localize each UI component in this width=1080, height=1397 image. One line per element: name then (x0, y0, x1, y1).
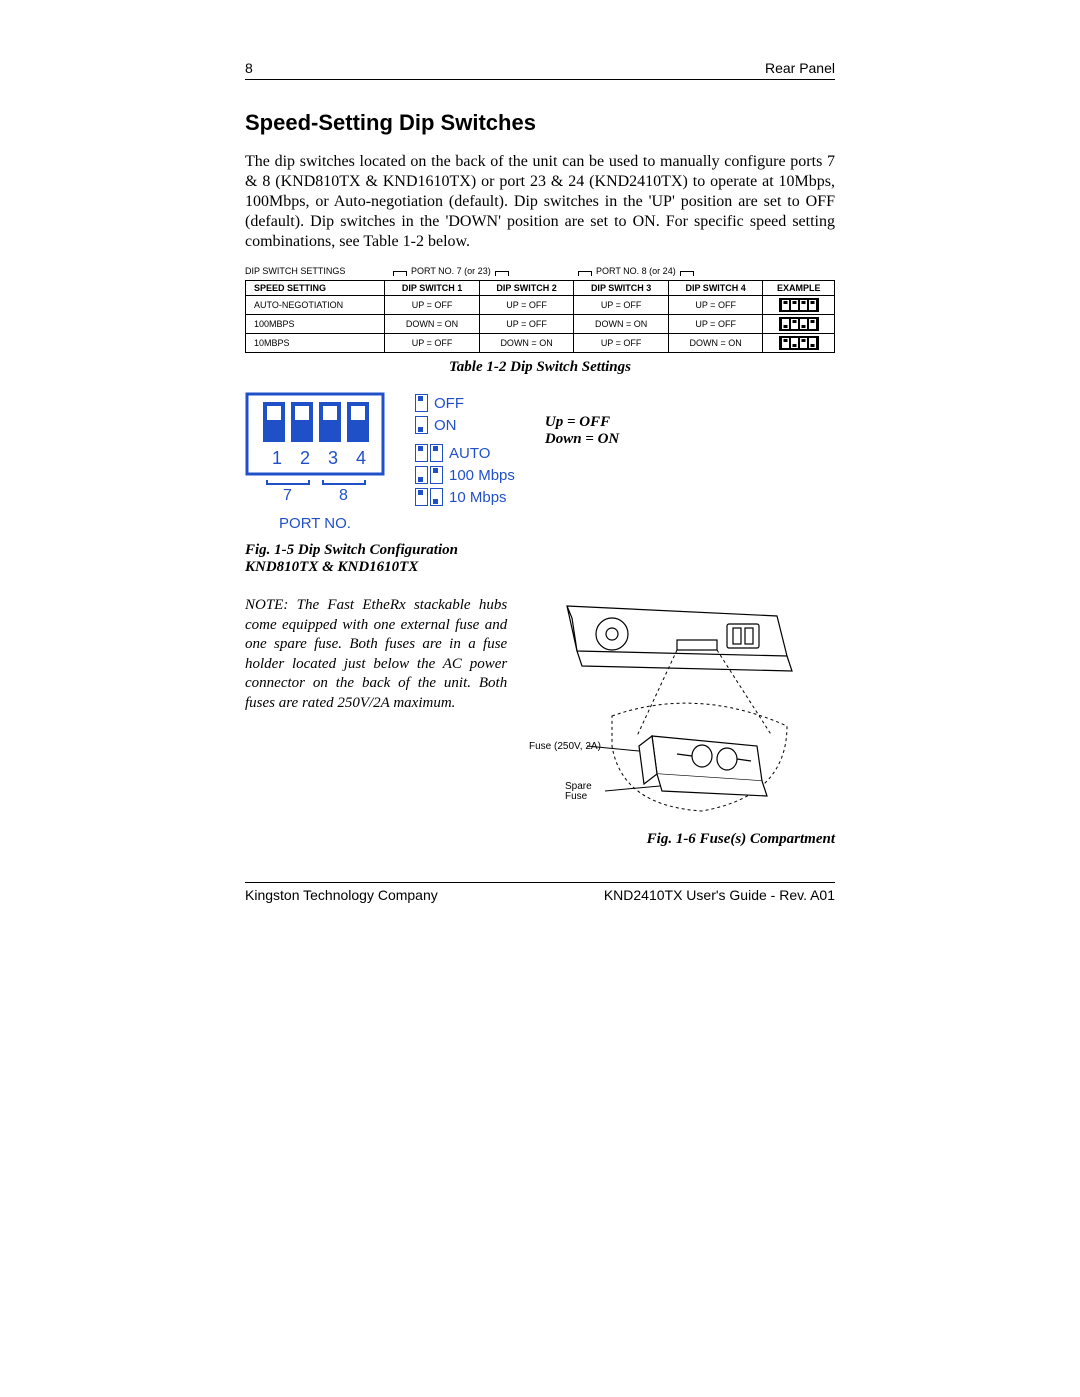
svg-text:3: 3 (328, 448, 338, 468)
header-section: Rear Panel (765, 60, 835, 76)
footer-left: Kingston Technology Company (245, 887, 438, 903)
port-no-label: PORT NO. (245, 515, 385, 532)
legend-10: 10 Mbps (449, 489, 507, 506)
table-header-row: SPEED SETTING DIP SWITCH 1 DIP SWITCH 2 … (246, 281, 835, 296)
table-caption: Table 1-2 Dip Switch Settings (245, 359, 835, 376)
note-text: NOTE: The Fast EtheRx stackable hubs com… (245, 596, 507, 864)
svg-text:7: 7 (283, 487, 292, 504)
col-speed: SPEED SETTING (246, 281, 385, 296)
fuse-figure: Fuse (250V, 2A) Spare Fuse Fig. 1-6 Fuse… (527, 596, 835, 864)
up-equals-off: Up = OFF (545, 414, 619, 431)
dip-table-wrap: DIP SWITCH SETTINGS PORT NO. 7 (or 23) P… (245, 266, 835, 353)
svg-text:2: 2 (300, 448, 310, 468)
col-example: EXAMPLE (763, 281, 835, 296)
legend-100: 100 Mbps (449, 467, 515, 484)
down-equals-on: Down = ON (545, 431, 619, 448)
dip-switch-diagram: 1 2 3 4 7 8 PORT NO. (245, 392, 385, 532)
example-icon (763, 315, 835, 334)
page-number: 8 (245, 60, 253, 76)
port7-label: PORT NO. 7 (or 23) (393, 266, 509, 276)
dip-switch-table: SPEED SETTING DIP SWITCH 1 DIP SWITCH 2 … (245, 280, 835, 353)
svg-text:8: 8 (339, 487, 348, 504)
table-row: AUTO-NEGOTIATIONUP = OFFUP = OFFUP = OFF… (246, 296, 835, 315)
col-dsw3: DIP SWITCH 3 (574, 281, 669, 296)
svg-text:Fuse (250V, 2A): Fuse (250V, 2A) (529, 741, 601, 752)
port8-label: PORT NO. 8 (or 24) (578, 266, 694, 276)
col-dsw1: DIP SWITCH 1 (385, 281, 480, 296)
page-footer: Kingston Technology Company KND2410TX Us… (245, 882, 835, 903)
example-icon (763, 334, 835, 353)
table-row: 10MBPSUP = OFFDOWN = ONUP = OFFDOWN = ON (246, 334, 835, 353)
col-dsw4: DIP SWITCH 4 (668, 281, 763, 296)
svg-text:Fuse: Fuse (565, 791, 588, 802)
legend-off: OFF (434, 395, 464, 412)
section-title: Speed-Setting Dip Switches (245, 110, 835, 136)
example-icon (763, 296, 835, 315)
legend-auto: AUTO (449, 445, 490, 462)
table-row: 100MBPSDOWN = ONUP = OFFDOWN = ONUP = OF… (246, 315, 835, 334)
page-header: 8 Rear Panel (245, 60, 835, 80)
dip-legend: OFF ON AUTO 100 Mbps 10 Mbps (415, 392, 515, 508)
col-dsw2: DIP SWITCH 2 (479, 281, 574, 296)
svg-text:4: 4 (356, 448, 366, 468)
footer-right: KND2410TX User's Guide - Rev. A01 (604, 887, 835, 903)
fig-1-5-caption: Fig. 1-5 Dip Switch Configuration KND810… (245, 542, 835, 576)
fig-1-6-caption: Fig. 1-6 Fuse(s) Compartment (527, 831, 835, 848)
note-row: NOTE: The Fast EtheRx stackable hubs com… (245, 596, 835, 864)
dip-diagram-row: 1 2 3 4 7 8 PORT NO. OFF ON AUTO 100 Mbp… (245, 392, 835, 532)
port-labels: DIP SWITCH SETTINGS PORT NO. 7 (or 23) P… (245, 266, 835, 280)
legend-on: ON (434, 417, 457, 434)
table-heading: DIP SWITCH SETTINGS (245, 266, 345, 276)
body-paragraph: The dip switches located on the back of … (245, 152, 835, 252)
legend-side: Up = OFF Down = ON (545, 392, 619, 448)
svg-text:1: 1 (272, 448, 282, 468)
page: 8 Rear Panel Speed-Setting Dip Switches … (0, 0, 1080, 903)
